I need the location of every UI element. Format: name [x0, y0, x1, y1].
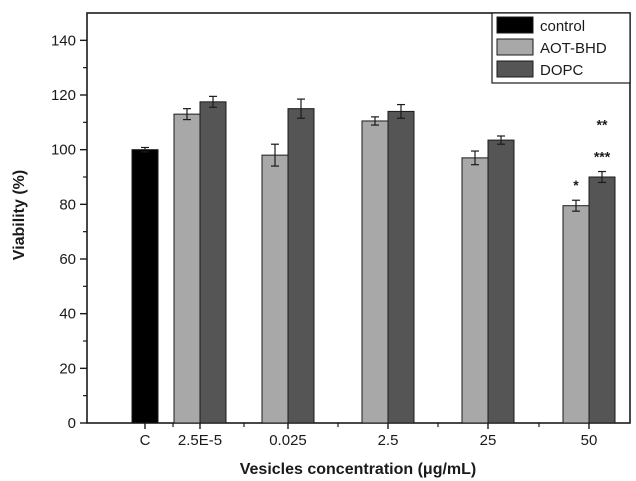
- y-tick-label: 80: [59, 196, 76, 213]
- bar-dopc-50: [588, 176, 616, 424]
- plot-area: [86, 12, 631, 424]
- x-tick-label: 2.5E-5: [178, 432, 222, 449]
- legend-label: control: [540, 18, 585, 35]
- y-axis-title: Viability (%): [11, 170, 28, 260]
- x-tick-label: 0.025: [269, 432, 307, 449]
- bar-aot-bhd-50: [562, 205, 590, 424]
- legend: control AOT-BHD DOPC: [491, 12, 631, 84]
- bar-dopc-2.5E-5: [199, 101, 227, 424]
- legend-swatch-control: [496, 16, 534, 34]
- significance-marker: **: [597, 117, 608, 133]
- x-tick-label: 25: [480, 432, 497, 449]
- y-tick-label: 60: [59, 251, 76, 268]
- bar-control-C: [131, 149, 159, 424]
- bar-dopc-0.025: [287, 108, 315, 424]
- y-tick-label: 40: [59, 306, 76, 323]
- bar-aot-bhd-2.5E-5: [173, 113, 201, 424]
- y-tick-label: 140: [51, 32, 76, 49]
- bar-dopc-2.5: [387, 110, 415, 424]
- legend-label: AOT-BHD: [540, 40, 607, 57]
- x-tick-label: C: [140, 432, 151, 449]
- y-tick-label: 20: [59, 360, 76, 377]
- bars: [131, 95, 616, 424]
- bar-aot-bhd-25: [461, 157, 489, 424]
- plot-border: [86, 12, 631, 424]
- x-axis: C 2.5E-5 0.025 2.5 25 50: [140, 423, 598, 449]
- y-tick-label: 100: [51, 142, 76, 159]
- x-tick-label: 50: [581, 432, 598, 449]
- x-tick-label: 2.5: [378, 432, 399, 449]
- y-tick-label: 0: [68, 415, 76, 432]
- legend-swatch-aot-bhd: [496, 38, 534, 56]
- y-axis: 0 20 40 60 80 100 120 140: [51, 32, 87, 432]
- significance-annotations: ******: [573, 117, 610, 194]
- y-tick-label: 120: [51, 87, 76, 104]
- x-axis-title: Vesicles concentration (μg/mL): [240, 461, 477, 478]
- significance-marker: *: [573, 177, 579, 193]
- significance-marker: ***: [594, 149, 611, 165]
- legend-label: DOPC: [540, 62, 584, 79]
- bar-aot-bhd-2.5: [361, 120, 389, 424]
- legend-swatch-dopc: [496, 60, 534, 78]
- bar-dopc-25: [487, 139, 515, 424]
- bar-aot-bhd-0.025: [261, 154, 289, 424]
